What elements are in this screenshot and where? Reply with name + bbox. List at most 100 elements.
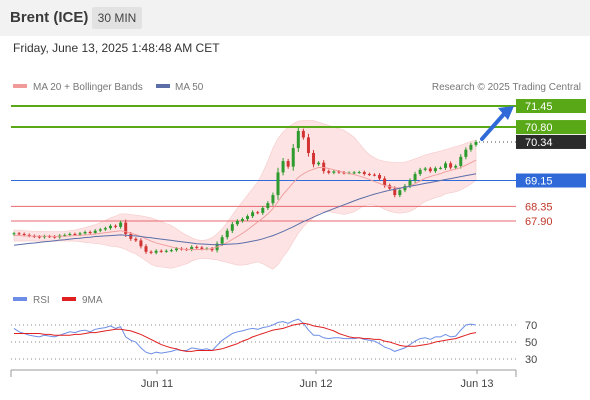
bear-candle: [149, 251, 153, 253]
bull-candle: [403, 186, 407, 191]
rsi-ma-legend-swatch: [62, 297, 76, 301]
rsi-tick-label: 30: [525, 354, 537, 366]
timestamp: Friday, June 13, 2025 1:48:48 AM CET: [13, 41, 220, 55]
bear-candle: [367, 174, 371, 176]
rsi-legend: RSI 9MA: [13, 295, 103, 306]
last-price-badge: [516, 134, 586, 149]
ma50-legend-swatch: [156, 84, 170, 88]
bull-candle: [12, 233, 16, 235]
support-level-label: 68.35: [525, 201, 553, 213]
rsi-line: [13, 318, 477, 355]
bull-candle: [317, 162, 321, 165]
rsi-legend-swatch: [13, 297, 27, 301]
bull-candle: [83, 232, 87, 234]
bear-candle: [306, 137, 310, 153]
rsi-tick-label: 50: [525, 337, 537, 349]
x-axis: Jun 11 Jun 12 Jun 13: [10, 369, 517, 390]
bull-candle: [169, 250, 173, 252]
bb-legend-label: MA 20 + Bollinger Bands: [33, 82, 143, 93]
bull-candle: [164, 250, 168, 252]
projection-arrow-head: [498, 106, 514, 120]
resistance-level-label: 71.45: [525, 101, 553, 113]
bull-candle: [332, 171, 336, 173]
resistance-level-badge: [516, 99, 586, 113]
bull-candle: [352, 172, 356, 174]
bull-candle: [251, 212, 255, 217]
bull-candle: [444, 163, 448, 168]
bull-candle: [357, 172, 361, 174]
bear-candle: [37, 236, 41, 238]
ma50-line: [13, 173, 477, 246]
bear-candle: [134, 238, 138, 241]
bull-candle: [78, 233, 82, 235]
bull-candle: [454, 165, 458, 168]
bear-candle: [129, 233, 133, 239]
x-tick-label: Jun 11: [141, 378, 173, 390]
bull-candle: [296, 130, 300, 149]
bull-candle: [225, 230, 229, 238]
rsi-ma-legend-label: 9MA: [82, 295, 103, 306]
bull-candle: [220, 237, 224, 244]
bear-candle: [17, 233, 21, 235]
pivot-level-label: 69.15: [525, 176, 553, 188]
interval-badge[interactable]: 30 MIN: [92, 7, 142, 29]
bull-candle: [190, 246, 194, 250]
bear-candle: [337, 171, 341, 173]
bull-candle: [433, 168, 437, 172]
rsi-tick-label: 70: [525, 320, 537, 332]
bull-candle: [230, 224, 234, 231]
bull-candle: [281, 161, 285, 173]
bear-candle: [73, 233, 77, 235]
bear-candle: [144, 246, 148, 252]
bear-candle: [200, 247, 204, 249]
bear-candle: [159, 250, 163, 252]
bear-candle: [322, 162, 326, 172]
projection: [480, 106, 514, 141]
price-levels: [11, 105, 516, 222]
bear-candle: [286, 161, 290, 167]
bear-candle: [88, 232, 92, 234]
bollinger-bands: [13, 120, 477, 270]
bull-candle: [423, 168, 427, 170]
bear-candle: [114, 225, 118, 227]
x-tick-label: Jun 12: [299, 378, 332, 390]
last-price-label: 70.34: [525, 137, 553, 149]
bear-candle: [195, 246, 199, 248]
bull-candle: [119, 222, 123, 227]
pivot-level-badge: [516, 173, 586, 188]
projection-arrow-shaft: [480, 112, 506, 141]
bear-candle: [378, 175, 382, 179]
bull-candle: [408, 180, 412, 187]
bear-candle: [372, 174, 376, 176]
bull-candle: [266, 203, 270, 209]
bull-candle: [438, 167, 442, 169]
bull-candle: [276, 172, 280, 196]
bull-candle: [291, 148, 295, 167]
bear-candle: [312, 152, 316, 165]
bull-candle: [154, 250, 158, 253]
ma20-line: [14, 159, 477, 250]
bear-candle: [48, 236, 52, 238]
bear-candle: [393, 188, 397, 196]
bear-candle: [139, 240, 143, 247]
bear-candle: [53, 236, 57, 238]
bull-candle: [240, 219, 244, 221]
ma50-legend-label: MA 50: [175, 82, 204, 93]
bull-candle: [63, 234, 67, 236]
bull-candle: [246, 216, 250, 220]
bull-candle: [108, 225, 112, 229]
bear-candle: [210, 248, 214, 251]
bull-candle: [93, 230, 97, 233]
bear-candle: [124, 222, 128, 234]
instrument-title: Brent (ICE): [10, 9, 89, 26]
bb-legend-swatch: [13, 84, 27, 88]
bull-candle: [459, 156, 463, 166]
bollinger-band-area: [13, 120, 477, 270]
bull-candle: [174, 248, 178, 251]
bear-candle: [301, 130, 305, 138]
chart-header: Brent (ICE) 30 MIN: [0, 0, 590, 36]
bull-candle: [469, 144, 473, 150]
level-labels: 71.45 70.80 69.15 68.35 67.90 70.34: [516, 99, 586, 228]
